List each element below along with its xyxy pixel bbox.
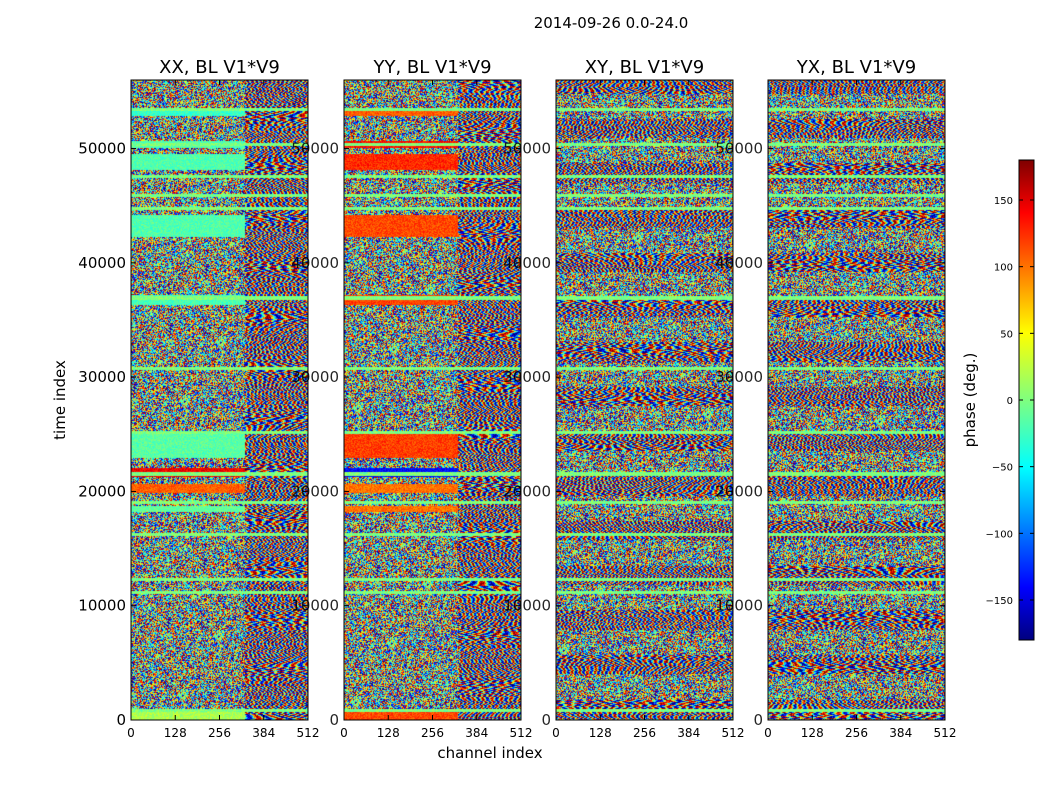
y-tick-label: 20000 (503, 482, 551, 500)
y-tick-label: 30000 (503, 368, 551, 386)
x-tick-label: 256 (845, 726, 868, 740)
y-tick-label: 30000 (291, 368, 339, 386)
y-tick-label: 10000 (78, 597, 126, 615)
x-tick-label: 384 (465, 726, 488, 740)
y-tick-label: 10000 (715, 597, 763, 615)
colorbar-tick-label: 100 (994, 263, 1013, 274)
x-tick-label: 0 (764, 726, 772, 740)
y-tick-label: 50000 (715, 140, 763, 158)
y-tick-label: 50000 (291, 140, 339, 158)
colorbar-tick-label: 50 (1000, 329, 1013, 340)
panel-title: XY, BL V1*V9 (585, 57, 704, 78)
colorbar-label: phase (deg.) (961, 353, 979, 448)
y-tick-label: 20000 (715, 482, 763, 500)
x-tick-label: 128 (164, 726, 187, 740)
x-tick-label: 256 (421, 726, 444, 740)
colorbar-tick-label: 150 (994, 196, 1013, 207)
x-tick-label: 128 (377, 726, 400, 740)
y-tick-label: 40000 (78, 254, 126, 272)
colorbar-tick-label: −50 (992, 463, 1013, 474)
colorbar-tick-label: −100 (986, 529, 1013, 540)
y-axis-label: time index (51, 360, 69, 440)
colorbar-tick-label: 0 (1007, 396, 1013, 407)
y-tick-label: 50000 (503, 140, 551, 158)
panel-1: XX, BL V1*V9 0 10000 20000 30000 40000 50000 0 1… (78, 57, 319, 740)
panel-heatmap (131, 80, 308, 720)
panel-4: YX, BL V1*V9 0 10000 20000 30000 40000 50000 0 1… (715, 57, 956, 740)
y-tick-label: 0 (753, 711, 763, 729)
y-tick-label: 40000 (503, 254, 551, 272)
panel-heatmap (768, 80, 945, 720)
y-tick-label: 0 (541, 711, 551, 729)
panel-2: YY, BL V1*V9 0 10000 20000 30000 40000 50000 0 1… (291, 57, 532, 740)
y-tick-label: 30000 (78, 368, 126, 386)
x-tick-label: 0 (340, 726, 348, 740)
x-tick-label: 512 (722, 726, 745, 740)
x-tick-label: 512 (934, 726, 957, 740)
x-tick-label: 256 (208, 726, 231, 740)
y-tick-label: 40000 (715, 254, 763, 272)
x-tick-label: 384 (889, 726, 912, 740)
y-tick-label: 40000 (291, 254, 339, 272)
x-tick-label: 0 (552, 726, 560, 740)
y-tick-label: 50000 (78, 140, 126, 158)
y-tick-label: 0 (116, 711, 126, 729)
x-tick-label: 128 (801, 726, 824, 740)
x-tick-label: 512 (297, 726, 320, 740)
x-tick-label: 256 (633, 726, 656, 740)
x-tick-label: 384 (252, 726, 275, 740)
x-tick-label: 0 (127, 726, 135, 740)
panel-heatmap (556, 80, 733, 720)
y-tick-label: 20000 (291, 482, 339, 500)
x-tick-label: 384 (677, 726, 700, 740)
y-tick-label: 10000 (291, 597, 339, 615)
y-tick-label: 30000 (715, 368, 763, 386)
x-axis-label: channel index (437, 744, 542, 762)
y-tick-label: 0 (329, 711, 339, 729)
panel-3: XY, BL V1*V9 0 10000 20000 30000 40000 50000 0 1… (503, 57, 744, 740)
panel-title: YX, BL V1*V9 (796, 57, 916, 78)
figure-title: 2014-09-26 0.0-24.0 (534, 14, 689, 32)
panel-heatmap (344, 80, 521, 720)
colorbar-tick-label: −150 (986, 596, 1013, 607)
x-tick-label: 128 (589, 726, 612, 740)
colorbar: 150 100 50 0 −50 −100 −150 phase (deg.) (961, 159, 1035, 641)
y-tick-label: 10000 (503, 597, 551, 615)
panel-title: XX, BL V1*V9 (159, 57, 280, 78)
x-tick-label: 512 (510, 726, 533, 740)
panel-title: YY, BL V1*V9 (372, 57, 491, 78)
y-tick-label: 20000 (78, 482, 126, 500)
